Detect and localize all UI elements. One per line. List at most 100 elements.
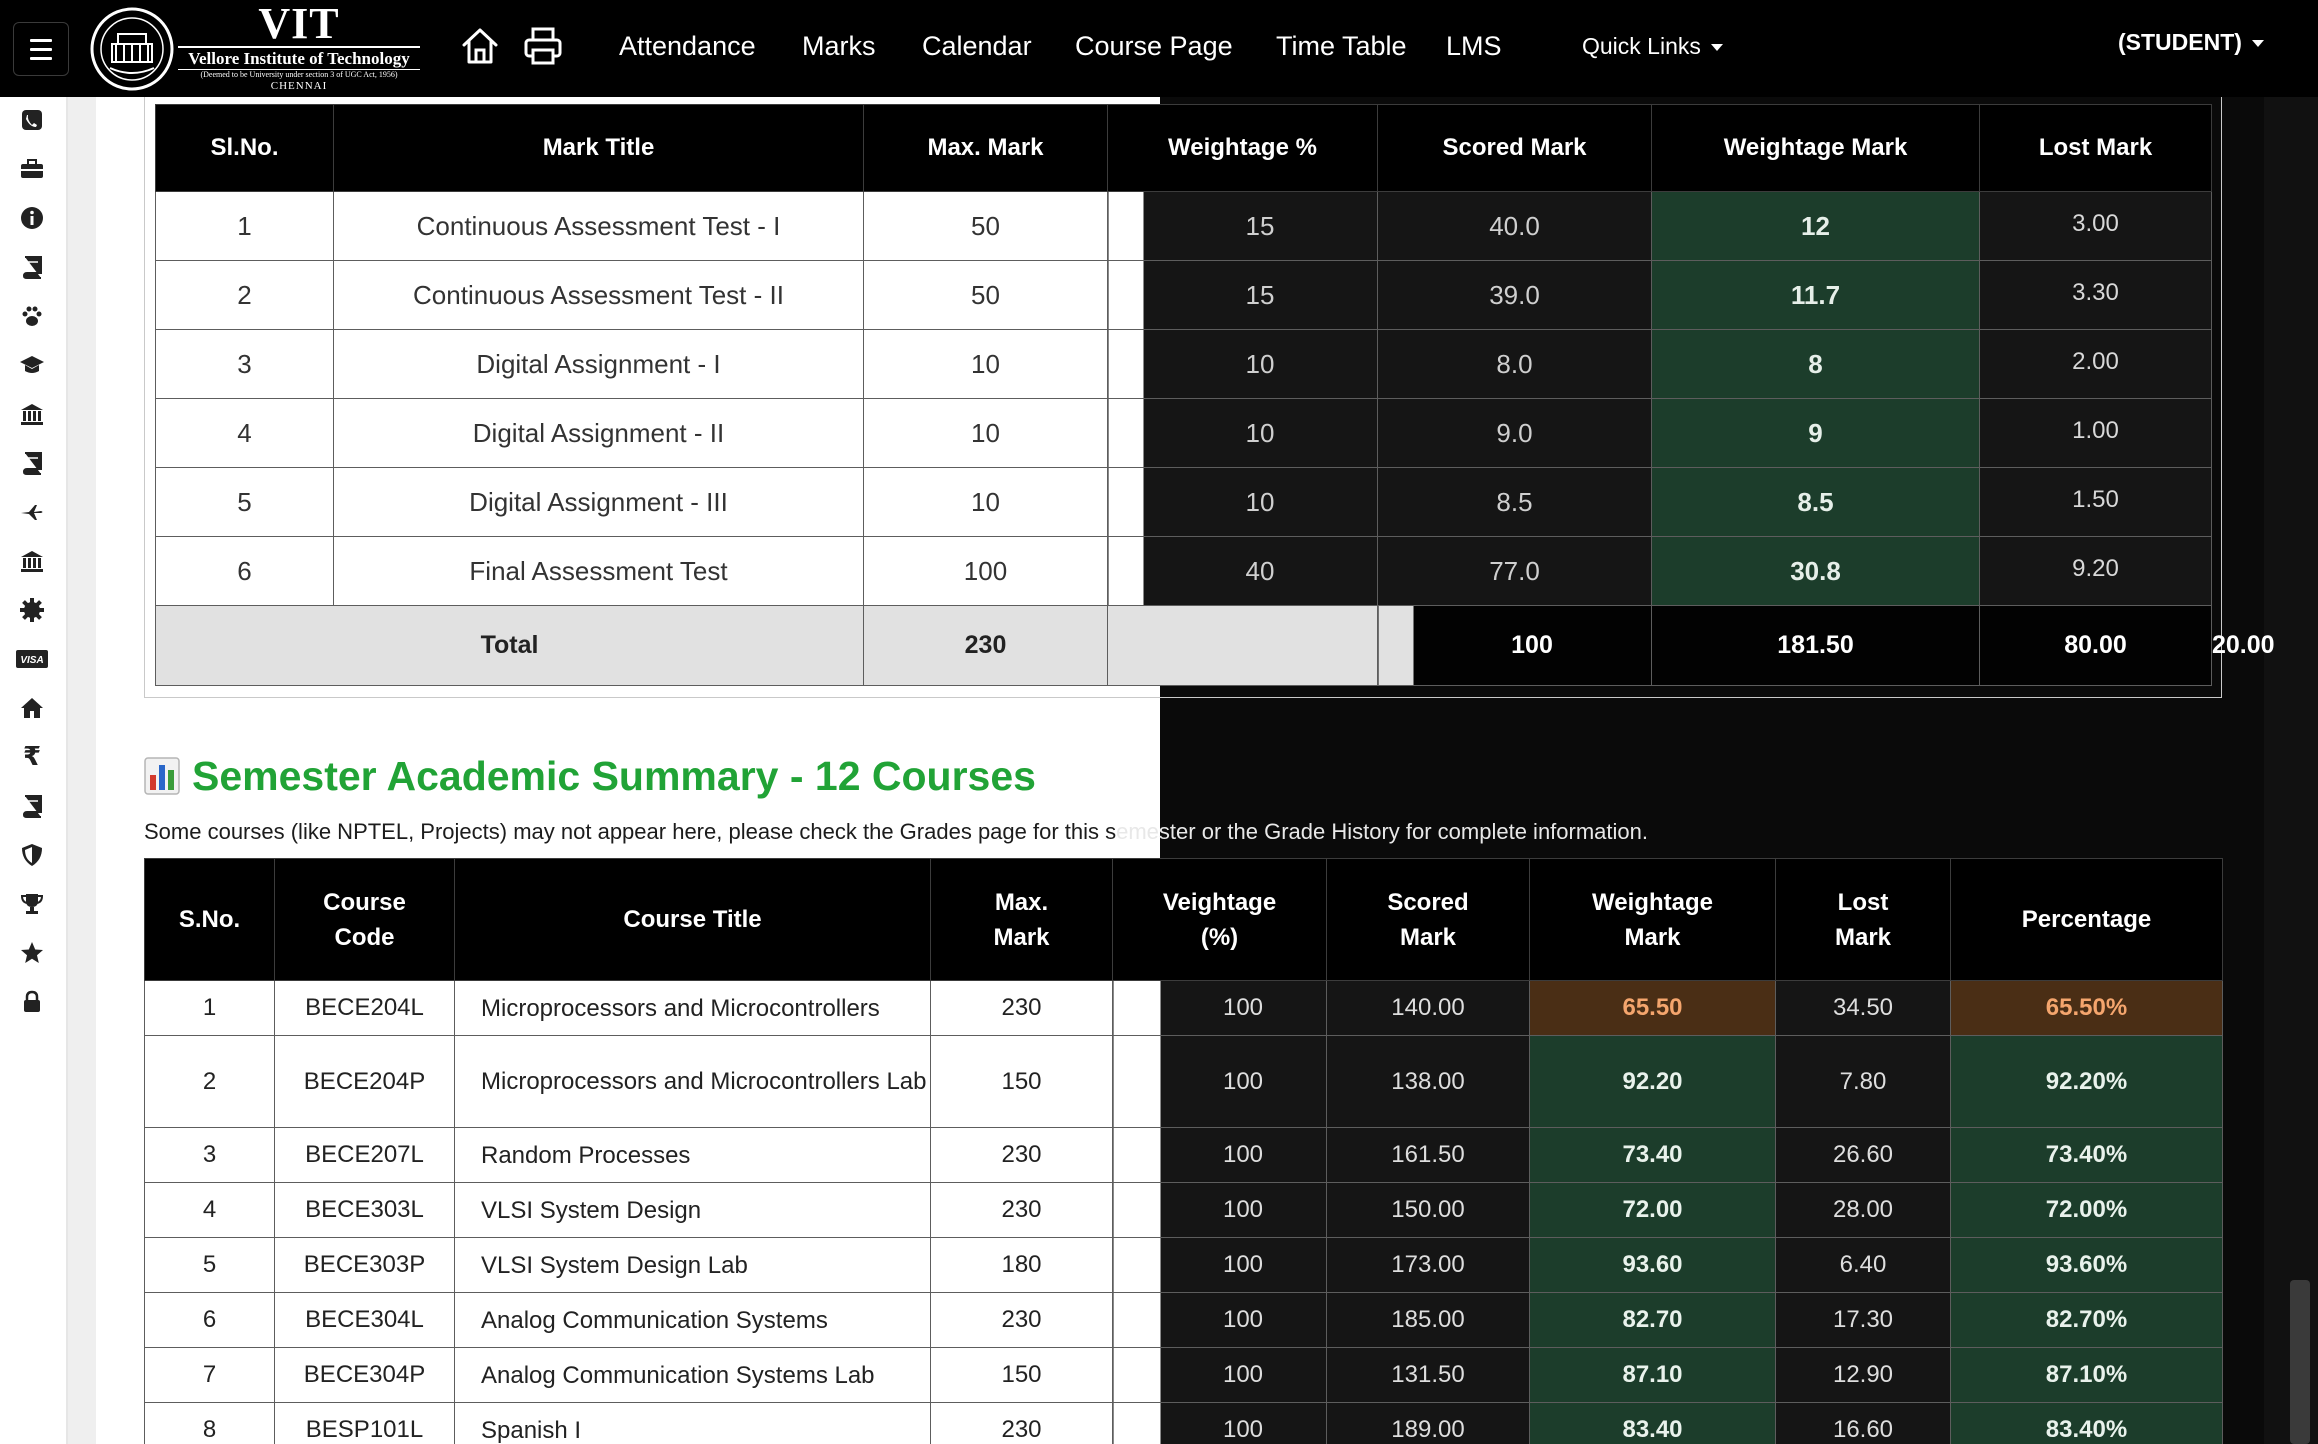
plane-icon[interactable] (12, 495, 52, 529)
book-icon[interactable] (12, 250, 52, 284)
cell-s-no: 2 (144, 1035, 275, 1128)
cell-weightage-percent: 10 (1107, 467, 1378, 537)
table-row: 3 BECE207L Random Processes 230 100 161.50 73.… (144, 1127, 2223, 1183)
cell-max-mark: 150 (930, 1035, 1113, 1128)
cell-course-title: Microprocessors and Microcontrollers Lab (454, 1035, 931, 1128)
header-scored-mark: Scored Mark (1326, 858, 1530, 981)
user-dropdown[interactable]: (STUDENT) (2118, 27, 2264, 57)
cell-sl-no: 6 (155, 536, 334, 606)
cell-scored-mark: 189.00 (1326, 1402, 1530, 1444)
cell-scored-mark: 161.50 (1326, 1127, 1530, 1183)
info-icon[interactable] (12, 201, 52, 235)
cell-mark-title: Digital Assignment - II (333, 398, 864, 468)
cell-sl-no: 3 (155, 329, 334, 399)
bank-icon[interactable] (12, 544, 52, 578)
marks-table: Sl.No. Mark Title Max. Mark Weightage % … (155, 104, 2275, 686)
cell-s-no: 3 (144, 1127, 275, 1183)
header-weightage-percent: Weightage % (1107, 104, 1378, 192)
cell-weightage: 100 (1112, 1182, 1327, 1238)
book-icon[interactable] (12, 789, 52, 823)
header-line: Max. (994, 888, 1049, 916)
caret-down-icon (2251, 40, 2264, 48)
cell-weightage: 100 (1112, 1347, 1327, 1403)
nav-link-lms[interactable]: LMS (1446, 31, 1502, 61)
cell-max-mark: 150 (930, 1347, 1113, 1403)
shield-icon[interactable] (12, 838, 52, 872)
star-icon[interactable] (12, 936, 52, 970)
header-sl-no: Sl.No. (155, 104, 334, 192)
cell-lost-mark: 17.30 (1775, 1292, 1951, 1348)
menu-toggle-button[interactable] (13, 22, 69, 76)
cell-percentage: 92.20% (1950, 1035, 2223, 1128)
scrollbar[interactable] (2290, 1280, 2310, 1444)
table-row: 4 Digital Assignment - II 10 10 9.0 9 1.00 (155, 398, 2212, 468)
cell-course-title: Analog Communication Systems Lab (454, 1347, 931, 1403)
cell-sl-no: 1 (155, 191, 334, 261)
cell-weightage-mark: 87.10 (1529, 1347, 1776, 1403)
cell-s-no: 4 (144, 1182, 275, 1238)
cell-s-no: 8 (144, 1402, 275, 1444)
paw-icon[interactable] (12, 299, 52, 333)
nav-link-marks[interactable]: Marks (802, 31, 876, 61)
total-weightage-mark: 80.00 (1979, 605, 2212, 686)
book-icon[interactable] (12, 446, 52, 480)
summary-title-text: Semester Academic Summary - 12 Courses (192, 753, 1036, 799)
header-weightage: Veightage (%) (1112, 858, 1327, 981)
nav-link-attendance[interactable]: Attendance (619, 31, 756, 61)
cell-course-title: Microprocessors and Microcontrollers (454, 980, 931, 1036)
briefcase-icon[interactable] (12, 152, 52, 186)
nav-link-calendar[interactable]: Calendar (922, 31, 1032, 61)
phone-icon[interactable] (12, 103, 52, 137)
cell-scored-mark: 8.5 (1377, 467, 1652, 537)
header-max-mark: Max. Mark (863, 104, 1108, 192)
cell-scored-mark: 140.00 (1326, 980, 1530, 1036)
visa-icon[interactable]: VISA (12, 642, 52, 676)
nav-link-course-page[interactable]: Course Page (1075, 31, 1233, 61)
cell-course-title: VLSI System Design Lab (454, 1237, 931, 1293)
cell-lost-mark: 16.60 (1775, 1402, 1951, 1444)
bar-chart-icon (144, 757, 180, 795)
header-line: Veightage (1162, 888, 1277, 916)
home-icon[interactable] (458, 24, 502, 68)
cell-weightage: 100 (1112, 980, 1327, 1036)
home-icon[interactable] (12, 691, 52, 725)
cell-weightage: 100 (1112, 1402, 1327, 1444)
cell-weightage-percent: 10 (1107, 398, 1378, 468)
summary-note-part: emester or the Grade History for complet… (1116, 819, 1649, 844)
cell-sl-no: 2 (155, 260, 334, 330)
cell-weightage-mark: 82.70 (1529, 1292, 1776, 1348)
cell-scored-mark: 40.0 (1377, 191, 1652, 261)
cell-lost-mark: 1.00 (1979, 398, 2212, 468)
table-row: 3 Digital Assignment - I 10 10 8.0 8 2.00 (155, 329, 2212, 399)
rupee-icon[interactable]: ₹ (12, 740, 52, 774)
top-navbar: VIT Vellore Institute of Technology (Dee… (0, 0, 2318, 97)
cell-weightage-percent: 40 (1107, 536, 1378, 606)
table-row: 4 BECE303L VLSI System Design 230 100 150.00 7… (144, 1182, 2223, 1238)
cell-max-mark: 10 (863, 398, 1108, 468)
summary-note-part: Some courses (like NPTEL, Projects) may … (144, 819, 1117, 844)
cell-course-code: BECE303L (274, 1182, 455, 1238)
lock-icon[interactable] (12, 985, 52, 1019)
vit-logo[interactable]: VIT Vellore Institute of Technology (Dee… (88, 2, 420, 94)
total-spacer (1107, 605, 1378, 686)
cell-course-code: BESP101L (274, 1402, 455, 1444)
cell-percentage: 82.70% (1950, 1292, 2223, 1348)
cell-course-code: BECE303P (274, 1237, 455, 1293)
trophy-icon[interactable] (12, 887, 52, 921)
printer-icon[interactable] (521, 24, 565, 68)
cell-weightage-mark: 83.40 (1529, 1402, 1776, 1444)
table-row: 1 Continuous Assessment Test - I 50 15 40.0 1… (155, 191, 2212, 261)
quick-links-dropdown[interactable]: Quick Links (1582, 31, 1723, 61)
cell-max-mark: 180 (930, 1237, 1113, 1293)
cell-sl-no: 4 (155, 398, 334, 468)
nav-link-time-table[interactable]: Time Table (1276, 31, 1407, 61)
gear-icon[interactable] (12, 593, 52, 627)
vit-emblem-icon (90, 7, 174, 91)
table-row: 5 Digital Assignment - III 10 10 8.5 8.5 1.50 (155, 467, 2212, 537)
cell-weightage: 100 (1112, 1127, 1327, 1183)
cell-lost-mark: 1.50 (1979, 467, 2212, 537)
table-row: 1 BECE204L Microprocessors and Microcontro… (144, 980, 2223, 1036)
graduation-cap-icon[interactable] (12, 348, 52, 382)
cell-weightage-mark: 9 (1651, 398, 1980, 468)
bank-icon[interactable] (12, 397, 52, 431)
